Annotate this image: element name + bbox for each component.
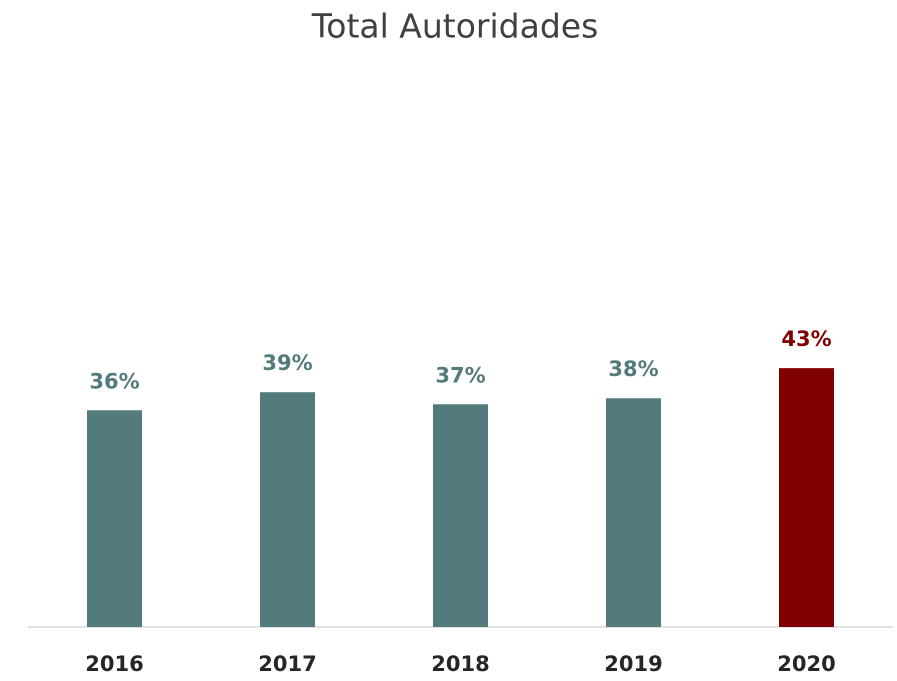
data-label: 43%: [781, 327, 831, 351]
x-tick-label: 2019: [604, 652, 662, 676]
data-label: 37%: [435, 363, 485, 387]
bar: [779, 368, 834, 627]
chart-title: Total Autoridades: [311, 7, 599, 46]
x-tick-label: 2020: [777, 652, 835, 676]
data-label: 36%: [89, 369, 139, 393]
data-label: 38%: [608, 357, 658, 381]
bar: [433, 404, 488, 627]
x-tick-label: 2017: [258, 652, 316, 676]
x-tick-label: 2016: [85, 652, 143, 676]
bar: [606, 398, 661, 627]
data-label: 39%: [262, 351, 312, 375]
bar: [87, 410, 142, 627]
x-tick-label: 2018: [431, 652, 489, 676]
bar: [260, 392, 315, 627]
